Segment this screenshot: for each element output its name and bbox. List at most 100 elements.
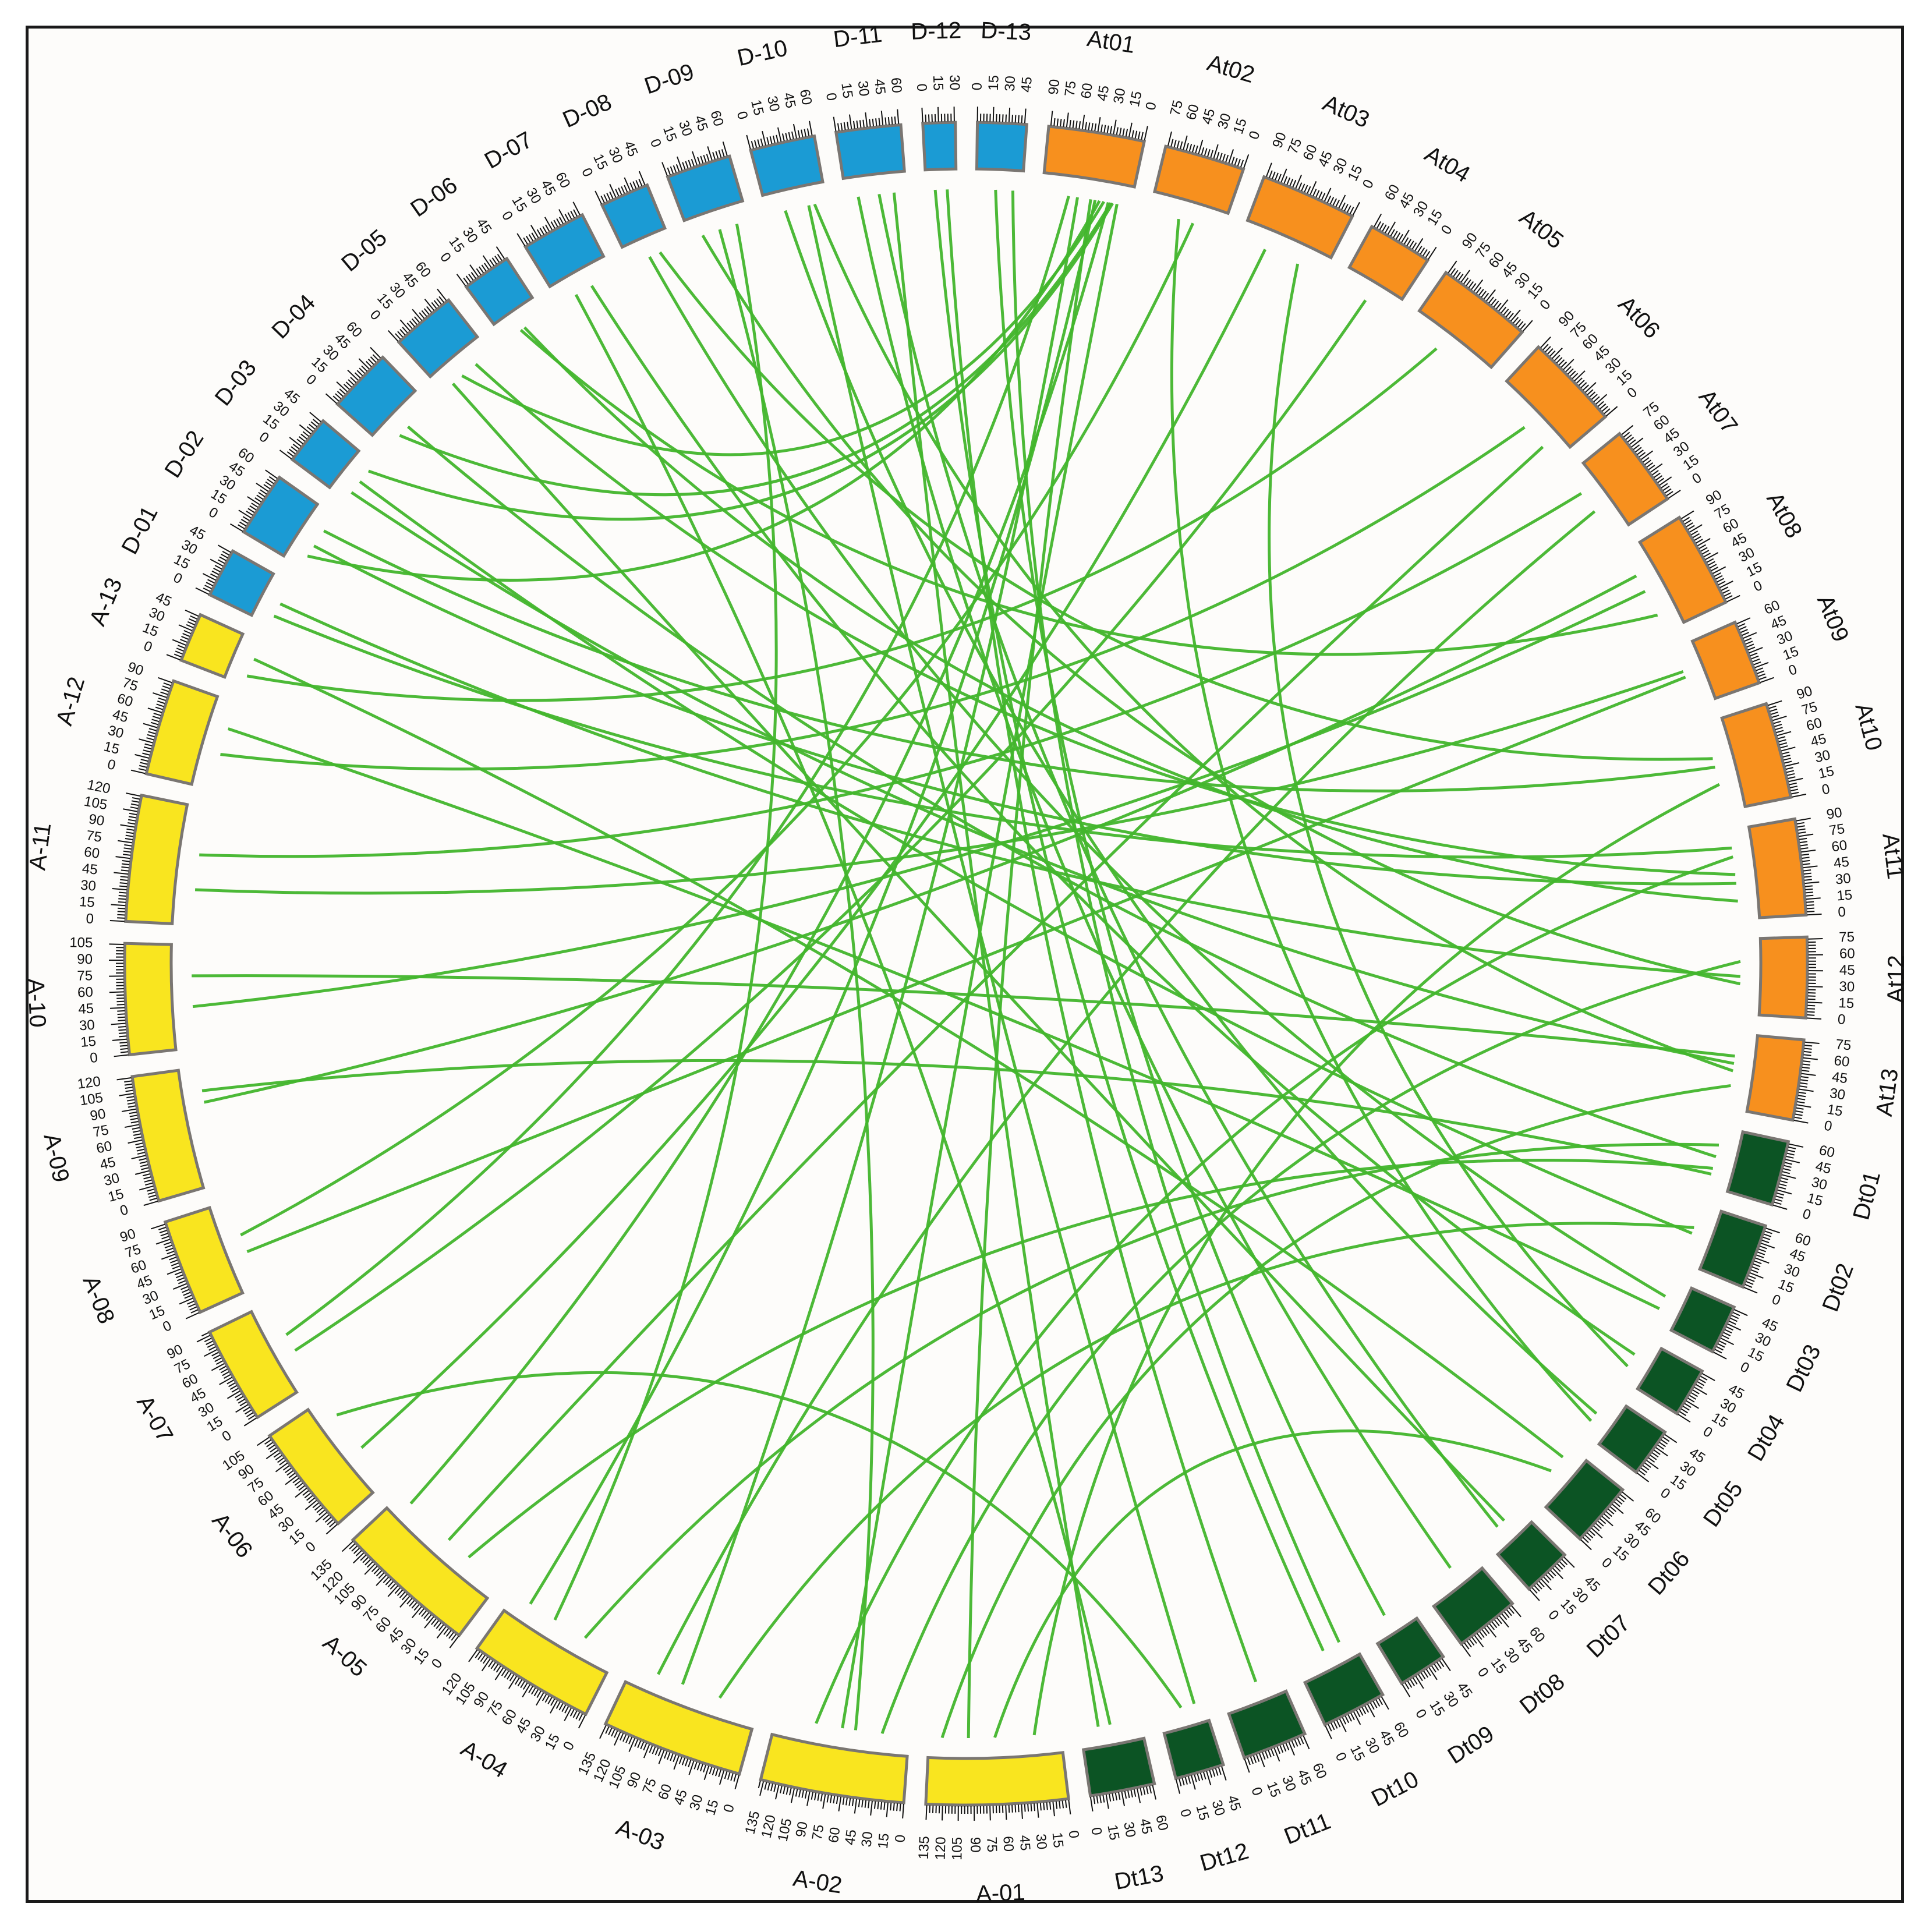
minor-tick: [1788, 776, 1796, 779]
tick-label: 30: [859, 1831, 876, 1848]
minor-tick: [1328, 1724, 1332, 1732]
minor-tick: [1494, 1619, 1500, 1626]
chromosome-band: [1417, 270, 1524, 370]
tick-label: 0: [89, 1050, 98, 1066]
minor-tick: [1463, 277, 1469, 285]
minor-tick: [1709, 564, 1717, 569]
minor-tick: [378, 1572, 385, 1579]
minor-tick: [1550, 1570, 1556, 1577]
minor-tick: [544, 1695, 550, 1703]
chromosome-label: At03: [1319, 90, 1373, 133]
minor-tick: [118, 1029, 126, 1031]
minor-tick: [1385, 226, 1390, 233]
major-tick: [1529, 1589, 1540, 1601]
minor-tick: [1406, 239, 1411, 246]
minor-tick: [1053, 118, 1056, 126]
tick-label: 0: [734, 109, 751, 121]
minor-tick: [1127, 1790, 1130, 1798]
major-tick: [937, 107, 939, 122]
major-tick: [1808, 986, 1823, 988]
minor-tick: [1597, 1520, 1604, 1527]
minor-tick: [1247, 1757, 1251, 1765]
chromosome-band: [921, 121, 958, 172]
minor-tick: [526, 235, 531, 243]
minor-tick: [1103, 125, 1106, 133]
minor-tick: [157, 700, 165, 705]
minor-tick: [125, 1089, 133, 1092]
minor-tick: [285, 1467, 292, 1474]
chromosome-band: [1757, 935, 1809, 1020]
minor-tick: [1805, 888, 1813, 890]
minor-tick: [1634, 447, 1642, 453]
tick-label: 0: [1142, 101, 1159, 112]
minor-tick: [189, 618, 196, 622]
minor-tick: [1639, 1470, 1646, 1476]
major-tick: [833, 116, 837, 132]
major-tick: [1760, 677, 1774, 684]
major-tick: [1785, 1159, 1800, 1163]
minor-tick: [861, 1799, 864, 1808]
minor-tick: [348, 379, 355, 385]
minor-tick: [1008, 1805, 1010, 1813]
synteny-link: [993, 1429, 1552, 1738]
major-tick: [211, 1363, 225, 1371]
minor-tick: [1696, 539, 1703, 544]
minor-tick: [1464, 1643, 1470, 1650]
chromosome-label: Dt07: [1582, 1610, 1635, 1662]
minor-tick: [158, 697, 166, 701]
minor-tick: [643, 1743, 647, 1751]
minor-tick: [1488, 296, 1494, 303]
major-tick: [167, 1268, 181, 1275]
major-tick: [1541, 1579, 1552, 1590]
minor-tick: [1700, 547, 1708, 552]
minor-tick: [161, 1236, 169, 1240]
tick-label: 45: [842, 1828, 859, 1846]
minor-tick: [124, 844, 132, 847]
minor-tick: [1802, 1066, 1810, 1069]
tick-label: 0: [1786, 661, 1799, 679]
major-tick: [1595, 394, 1608, 405]
minor-tick: [1078, 121, 1081, 129]
chromosome-band: [1042, 125, 1147, 189]
minor-tick: [468, 274, 474, 281]
major-tick: [347, 369, 359, 381]
major-tick: [1068, 1800, 1071, 1815]
minor-tick: [1786, 770, 1795, 773]
synteny-link: [451, 383, 1505, 1522]
major-tick: [1198, 139, 1204, 154]
major-tick: [230, 523, 243, 532]
minor-tick: [1774, 1201, 1782, 1205]
minor-tick: [239, 1401, 247, 1407]
minor-tick: [186, 1300, 194, 1305]
minor-tick: [275, 1455, 282, 1460]
tick-label: 15: [986, 75, 1002, 91]
minor-tick: [1140, 1788, 1142, 1796]
chromosome-band: [1347, 224, 1430, 302]
minor-tick: [1346, 205, 1351, 213]
minor-tick: [150, 721, 158, 726]
minor-tick: [130, 1120, 139, 1124]
chromosome-label: A-03: [613, 1814, 668, 1856]
minor-tick: [1800, 844, 1808, 847]
chromosome-band: [267, 1407, 375, 1526]
minor-tick: [531, 232, 536, 240]
tick-label: 75: [1167, 98, 1186, 117]
minor-tick: [180, 639, 187, 643]
chromosome-band: [1581, 431, 1670, 527]
chromosome-band: [600, 183, 667, 249]
minor-tick: [657, 1749, 662, 1757]
tick-label: 30: [1120, 1820, 1138, 1838]
tick-label: 75: [1839, 929, 1855, 946]
minor-tick: [1747, 1278, 1755, 1282]
minor-tick: [172, 1265, 180, 1269]
major-tick: [1736, 617, 1751, 625]
tick-label: 30: [1810, 1174, 1829, 1194]
minor-tick: [174, 1271, 182, 1276]
minor-tick: [149, 1197, 157, 1201]
major-tick: [1414, 238, 1424, 252]
synteny-link: [553, 224, 778, 1621]
chromosome-band: [1245, 175, 1354, 260]
major-tick: [1563, 359, 1574, 370]
